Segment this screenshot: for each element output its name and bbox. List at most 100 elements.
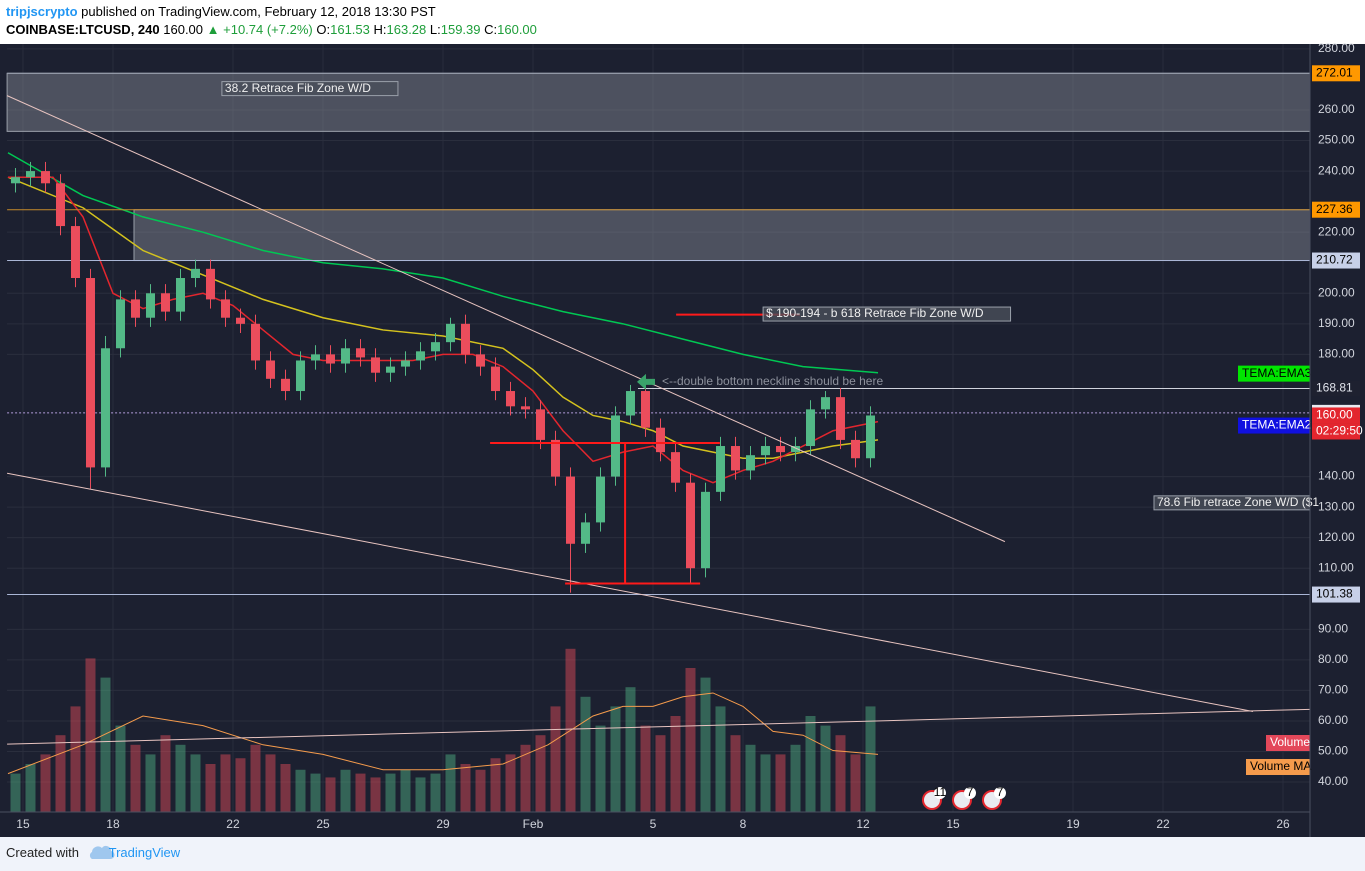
volume-bar [865, 706, 876, 812]
x-tick-label: 25 [316, 817, 330, 831]
candle-body [370, 357, 380, 373]
candle-body [250, 323, 260, 361]
candle-body [205, 268, 215, 300]
price-tag: 101.38 [1316, 587, 1353, 601]
candle-body [310, 354, 320, 361]
volume-bar [145, 754, 156, 812]
candle-body [160, 293, 170, 312]
volume-bar [295, 769, 306, 812]
x-tick-label: 19 [1066, 817, 1080, 831]
candle-body [340, 348, 350, 364]
volume-bar [580, 696, 591, 812]
ohlc-value: 159.39 [440, 22, 481, 37]
volume-bar [730, 735, 741, 812]
trend-line [7, 708, 1311, 745]
annotation: $ 190-194 - b 618 Retrace Fib Zone W/D [766, 306, 984, 320]
fib-zone [6, 72, 1311, 132]
volume-bar [55, 735, 66, 812]
volume-bar [775, 754, 786, 812]
candle-body [730, 446, 740, 471]
y-tick-label: 90.00 [1318, 621, 1348, 635]
trend-line [6, 472, 1254, 712]
y-tick-label: 120.00 [1318, 530, 1355, 544]
volume-bar [535, 735, 546, 812]
volume-bar [820, 725, 831, 812]
candle-body [610, 415, 620, 477]
indicator-tag: TEMA:EMA2 [1242, 418, 1312, 432]
candle-body [655, 427, 665, 453]
volume-bar [190, 754, 201, 812]
brand[interactable]: TradingView [108, 845, 181, 860]
volume-ma-line [7, 692, 879, 775]
candle-body [70, 226, 80, 279]
price-tag-bg [1312, 407, 1360, 424]
candle-body [400, 360, 410, 367]
event-count: 7 [967, 785, 974, 799]
volume-bar [670, 716, 681, 812]
volume-bar [235, 758, 246, 812]
candle-body [115, 299, 125, 349]
author[interactable]: tripjscrypto [6, 4, 78, 19]
price-tag-bg [1312, 252, 1360, 269]
volume-bar [460, 764, 471, 812]
volume-bar [115, 725, 126, 812]
candle-body [580, 522, 590, 544]
volume-bar [715, 706, 726, 812]
x-tick-label: 5 [650, 817, 657, 831]
candle-body [40, 171, 50, 184]
volume-bar [595, 725, 606, 812]
volume-bar [70, 706, 81, 812]
candle-body [790, 446, 800, 453]
volume-bar [10, 773, 21, 812]
y-tick-label: 240.00 [1318, 163, 1355, 177]
candle-body [745, 455, 755, 471]
volume-ma-tag: Volume MA [1250, 759, 1311, 773]
event-count-bg [963, 787, 976, 799]
moving-average [7, 176, 879, 459]
volume-tag: Volume [1270, 735, 1310, 749]
logo [89, 846, 115, 860]
candle-body [865, 415, 875, 459]
indicator-tag-bg [1238, 365, 1310, 382]
ohlc-value: 163.28 [386, 22, 427, 37]
x-tick-label: Feb [523, 817, 544, 831]
volume-ma-tag-bg [1246, 759, 1310, 775]
change: ▲ +10.74 (+7.2%) [206, 22, 313, 37]
volume-bar [520, 744, 531, 812]
candle-body [280, 378, 290, 392]
moving-average [7, 152, 879, 374]
volume-bar [85, 658, 96, 812]
header: tripjscrypto published on TradingView.co… [6, 3, 537, 39]
volume-bar [250, 744, 261, 812]
x-tick-label: 22 [226, 817, 240, 831]
volume-tag-bg [1266, 735, 1310, 751]
candle-body [685, 482, 695, 569]
y-tick-label: 140.00 [1318, 469, 1355, 483]
volume-bar [310, 773, 321, 812]
candle-body [835, 397, 845, 440]
annotation-box [221, 81, 399, 97]
last-price: 160.00 [163, 22, 204, 37]
volume-bar [505, 754, 516, 812]
x-tick-label: 12 [856, 817, 870, 831]
candle-body [490, 366, 500, 392]
volume-bar [640, 725, 651, 812]
candle-body [430, 342, 440, 352]
arrow-icon [636, 373, 655, 390]
candle-body [460, 323, 470, 355]
ohlc-key: C: [484, 22, 498, 37]
candle-body [385, 366, 395, 373]
volume-bar [385, 773, 396, 812]
candle-body [625, 391, 635, 416]
candle-body [10, 177, 20, 184]
volume-bar [205, 764, 216, 812]
volume-bar [745, 744, 756, 812]
candle-body [775, 446, 785, 453]
price-tag: 160.00 [1316, 408, 1353, 422]
volume-bar [475, 769, 486, 812]
candle-body [220, 299, 230, 318]
ohlc-value: 160.00 [497, 22, 537, 37]
y-tick-label: 40.00 [1318, 774, 1348, 788]
candle-body [265, 360, 275, 379]
